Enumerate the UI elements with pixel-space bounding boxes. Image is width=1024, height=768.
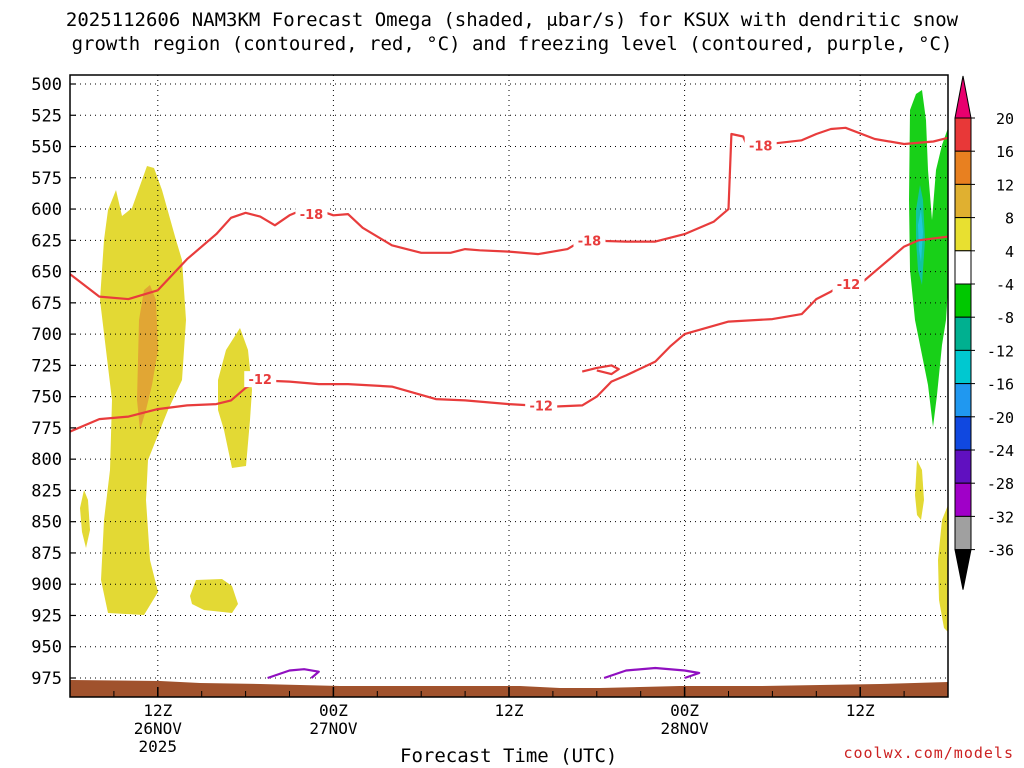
colorbar-band [954,515,972,551]
contour-label: -18 [749,139,773,154]
colorbar-label: 20 [996,110,1014,128]
y-tick-label: 525 [31,106,62,126]
y-tick-label: 825 [31,481,62,501]
colorbar: 20 16 12 8 4 -4 -8 -12 -16 -20 -24 -28 -32 -36 [954,75,1014,590]
contour-red [581,364,620,376]
y-tick-label: 750 [31,388,62,408]
contour-purple [267,668,320,680]
contour-label-bg [525,397,558,414]
contour-purple [603,666,701,680]
colorbar-band [954,150,972,185]
y-tick-label: 850 [31,513,62,533]
omega-shade-orange [137,285,158,430]
colorbar-top-arrow [954,75,972,119]
y-tick-label: 600 [31,200,62,220]
colorbar-band [954,183,972,219]
colorbar-bottom-arrow [954,549,972,590]
y-axis: 500 525 550 575 600 625 650 675 700 725 750 775 800 8… [31,75,76,689]
y-tick-label: 650 [31,263,62,283]
y-tick-label: 675 [31,294,62,314]
grid-lines [70,75,948,697]
contour-red [70,126,948,301]
contour-label-bg [744,137,777,154]
colorbar-band [954,416,972,451]
contour-label: -12 [248,373,272,388]
y-tick-label: 700 [31,325,62,345]
x-tick-label: 26NOV [134,719,183,738]
y-tick-label: 575 [31,169,62,189]
contour-label: -12 [529,399,553,414]
x-tick-label: 27NOV [309,719,358,738]
y-tick-label: 775 [31,419,62,439]
x-axis-title: Forecast Time (UTC) [400,745,618,767]
chart-title-line-1: 2025112606 NAM3KM Forecast Omega (shaded… [65,9,959,31]
colorbar-band [954,349,972,385]
colorbar-band [954,117,972,152]
y-tick-label: 725 [31,356,62,376]
contour-label-bg [295,206,328,223]
colorbar-band [954,283,972,318]
x-tick-label: 12Z [846,701,875,720]
colorbar-label: -32 [987,508,1014,526]
omega-shade-yellow [190,579,238,613]
shaded-omega-regions [80,90,948,632]
colorbar-label: -4 [996,276,1014,294]
x-tick-label: 28NOV [661,719,710,738]
contour-label: -18 [578,234,602,249]
colorbar-band [954,250,972,285]
contour-label-bg [832,276,865,293]
colorbar-label: -16 [987,376,1014,394]
contour-labels: -18 -18 -18 -12 -12 -12 [244,137,865,414]
omega-shade-yellow [80,490,90,548]
x-tick-label: 00Z [670,701,699,720]
x-tick-label: 12Z [495,701,524,720]
y-tick-label: 800 [31,450,62,470]
colorbar-band [954,316,972,351]
colorbar-label: -28 [987,475,1014,493]
colorbar-label: 4 [1005,243,1014,261]
colorbar-label: 8 [1005,210,1014,228]
x-tick-label: 00Z [319,701,348,720]
colorbar-label: -36 [987,542,1014,560]
y-tick-label: 500 [31,75,62,95]
colorbar-label: -24 [987,442,1014,460]
x-tick-label: 2025 [139,737,178,756]
contour-label: -12 [837,278,861,293]
credit-text: coolwx.com/models [843,744,1014,762]
contour-label: -18 [300,208,324,223]
y-tick-label: 900 [31,575,62,595]
y-tick-label: 625 [31,231,62,251]
colorbar-band [954,217,972,252]
colorbar-label: 16 [996,143,1014,161]
y-tick-label: 975 [31,669,62,689]
colorbar-label: -8 [996,309,1014,327]
omega-shade-cyan [918,210,923,262]
y-tick-label: 875 [31,544,62,564]
colorbar-label: 12 [996,176,1014,194]
y-tick-label: 550 [31,138,62,158]
omega-shade-green [909,90,948,427]
contour-label-bg [244,371,277,388]
colorbar-band [954,383,972,418]
omega-shade-yellow [915,460,924,520]
colorbar-label: -12 [987,342,1014,360]
colorbar-band [954,449,972,484]
colorbar-label: -20 [987,409,1014,427]
y-tick-label: 950 [31,638,62,658]
y-tick-label: 925 [31,606,62,626]
colorbar-band [954,482,972,517]
omega-shade-yellow [938,505,948,632]
contour-label-bg [573,232,606,249]
chart-title-line-2: growth region (contoured, red, °C) and f… [71,33,953,55]
x-tick-label: 12Z [143,701,172,720]
